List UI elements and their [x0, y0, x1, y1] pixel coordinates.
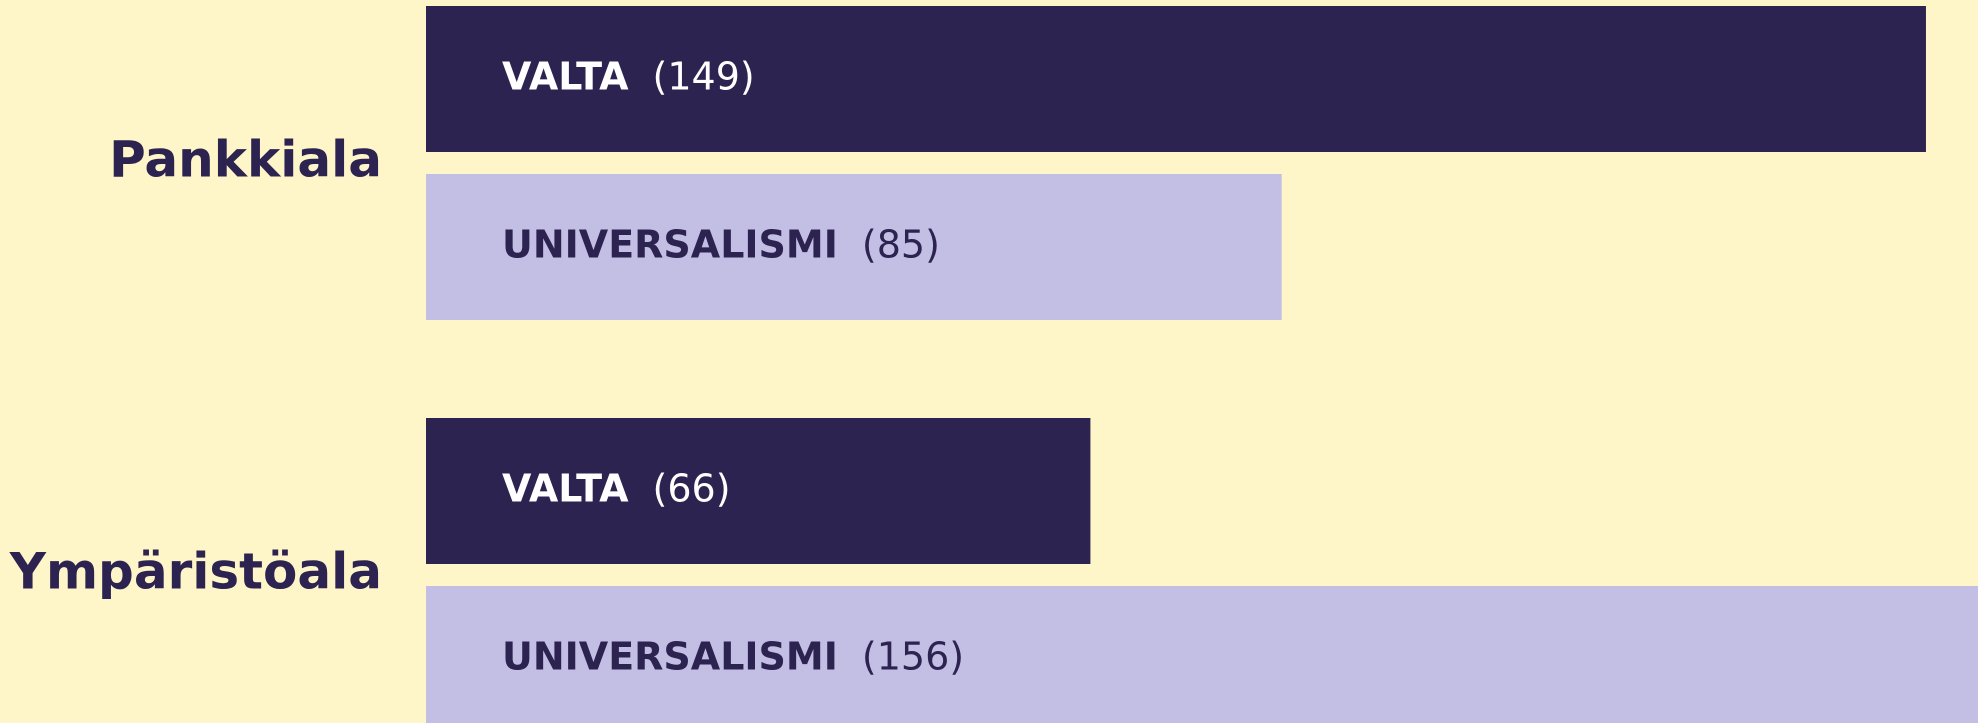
category-label: Ympäristöala — [9, 543, 382, 601]
value-label: (85) — [862, 223, 940, 267]
bar — [426, 6, 1926, 152]
series-label: UNIVERSALISMI — [502, 223, 838, 267]
value-label: (156) — [862, 635, 964, 679]
series-label: UNIVERSALISMI — [502, 635, 838, 679]
value-label: (66) — [653, 467, 731, 511]
series-label: VALTA — [502, 55, 629, 99]
series-label: VALTA — [502, 467, 629, 511]
bar — [426, 174, 1282, 320]
bar — [426, 586, 1978, 723]
value-label: (149) — [653, 55, 755, 99]
bar — [426, 418, 1091, 564]
category-label: Pankkiala — [109, 131, 382, 189]
